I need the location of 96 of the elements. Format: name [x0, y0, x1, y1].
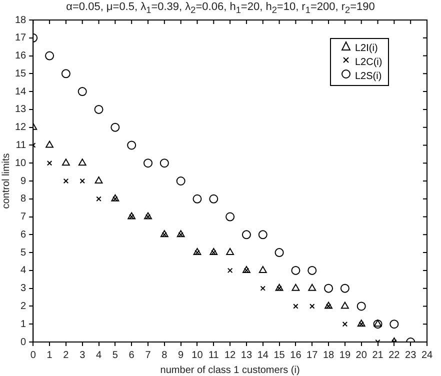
point	[162, 232, 168, 238]
x-tick-label: 13	[240, 350, 252, 361]
x-tick-label: 8	[162, 350, 168, 361]
x-tick-label: 22	[388, 350, 400, 361]
point	[96, 196, 102, 202]
point	[308, 284, 316, 291]
point	[94, 176, 103, 184]
point	[176, 176, 186, 186]
y-tick-label: 9	[20, 176, 27, 187]
point	[340, 302, 349, 309]
point	[260, 286, 266, 291]
y-tick-label: 17	[15, 32, 27, 44]
y-tick-label: 18	[15, 14, 27, 26]
y-tick-label: 13	[15, 104, 27, 116]
x-tick-label: 12	[224, 350, 236, 361]
point	[293, 304, 298, 309]
point	[342, 321, 348, 327]
point	[78, 158, 86, 166]
y-tick-label: 7	[20, 212, 27, 223]
point	[308, 266, 317, 275]
chart-title: α=0.05, μ=0.5, λ$_{1}$=0.39, λ$_{2}$=0.06, h$_{1}$=20, h$_{2}$=10, r$_{1}$=200, r$_{2}$=190	[66, 1, 375, 16]
x-tick-label: 6	[128, 350, 135, 361]
point	[192, 194, 202, 204]
point	[63, 178, 69, 184]
point	[78, 87, 87, 96]
legend-label: L2C(i)	[355, 57, 382, 68]
point	[227, 268, 233, 274]
point	[160, 158, 169, 168]
x-axis-title: number of class 1 customers (i)	[160, 364, 300, 376]
point	[324, 302, 332, 309]
y-tick-label: 12	[15, 122, 27, 134]
point	[292, 284, 300, 291]
point	[310, 304, 315, 309]
y-tick-label: 3	[20, 283, 27, 294]
point	[46, 160, 52, 166]
x-tick-label: 2	[63, 350, 70, 361]
point	[226, 248, 234, 256]
point	[356, 302, 366, 311]
y-axis-title: control limits	[0, 153, 12, 209]
x-tick-label: 23	[405, 350, 417, 361]
y-tick-label: 15	[15, 68, 27, 80]
point	[324, 284, 334, 293]
x-tick-label: 5	[112, 350, 118, 361]
x-tick-label: 4	[96, 350, 102, 361]
y-tick-label: 10	[15, 158, 27, 169]
x-tick-label: 15	[274, 350, 286, 361]
point	[94, 104, 104, 114]
x-tick-label: 19	[339, 350, 351, 361]
point	[110, 122, 120, 132]
point	[242, 230, 251, 240]
point	[291, 266, 300, 275]
point	[274, 248, 284, 258]
point	[373, 320, 382, 329]
point	[209, 194, 218, 204]
y-tick-label: 4	[20, 265, 27, 276]
x-tick-label: 3	[80, 350, 86, 361]
x-tick-label: 17	[306, 350, 318, 361]
x-tick-label: 1	[46, 350, 53, 361]
point	[127, 140, 136, 150]
y-tick-label: 5	[20, 247, 27, 258]
point	[176, 230, 185, 238]
point	[390, 320, 399, 329]
point	[61, 69, 70, 78]
x-tick-label: 20	[356, 350, 368, 361]
y-tick-label: 8	[20, 194, 27, 205]
point	[45, 51, 54, 60]
y-tick-label: 11	[16, 140, 27, 151]
x-tick-label: 21	[372, 350, 384, 361]
point	[46, 140, 54, 148]
y-tick-label: 16	[15, 50, 27, 62]
x-tick-label: 14	[257, 350, 269, 361]
point	[80, 178, 85, 184]
x-tick-label: 11	[208, 350, 220, 361]
x-tick-label: 10	[192, 350, 204, 361]
x-tick-label: 18	[322, 350, 335, 361]
y-tick-label: 1	[20, 318, 27, 330]
x-tick-label: 0	[30, 350, 36, 361]
point	[340, 284, 350, 293]
legend-label: L2I(i)	[355, 43, 378, 54]
x-tick-label: 24	[421, 350, 433, 361]
point	[160, 230, 168, 238]
y-tick-label: 2	[20, 300, 27, 312]
point	[226, 212, 235, 222]
point	[258, 230, 268, 240]
point	[326, 304, 332, 309]
point	[144, 158, 153, 168]
point	[62, 158, 70, 166]
point	[258, 266, 267, 273]
legend-label: L2S(i)	[355, 71, 382, 82]
y-tick-label: 14	[15, 86, 27, 98]
x-tick-label: 9	[178, 350, 184, 361]
x-tick-label: 7	[145, 350, 152, 361]
x-tick-label: 16	[290, 350, 302, 361]
y-tick-label: 0	[20, 336, 27, 348]
point	[374, 320, 382, 327]
y-tick-label: 6	[20, 229, 27, 240]
